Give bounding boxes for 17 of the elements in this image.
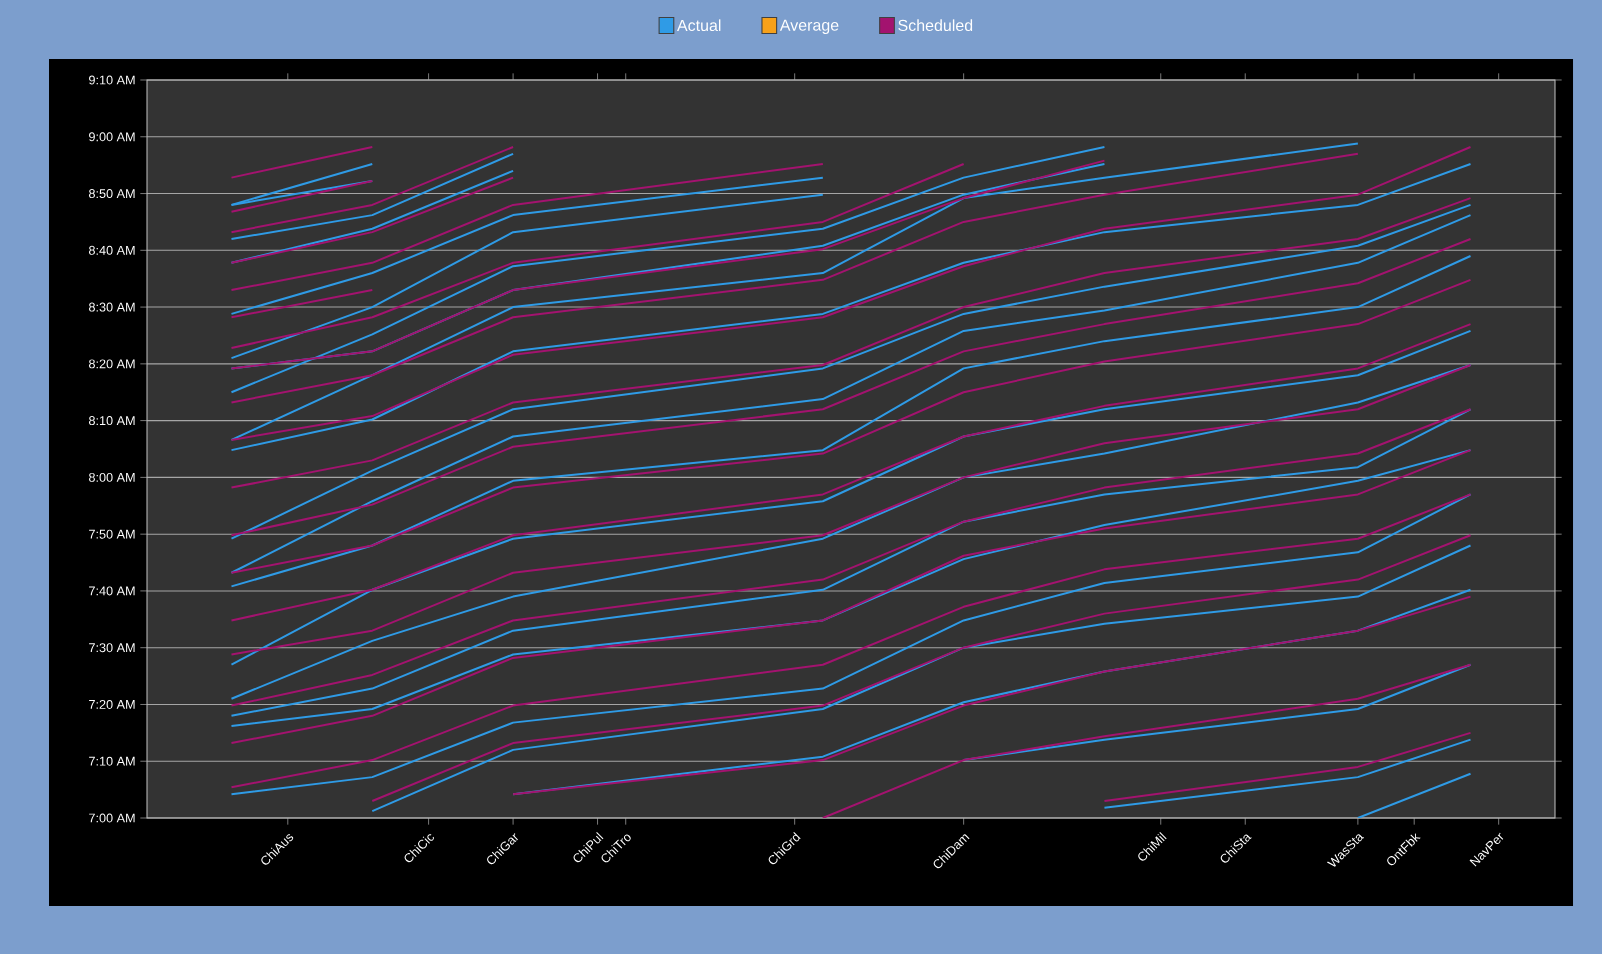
y-tick-label: 8:50 AM [89, 189, 135, 199]
y-tick-label: 7:20 AM [89, 699, 135, 709]
y-tick-label: 7:00 AM [89, 813, 135, 823]
legend-label: Actual [677, 19, 721, 32]
y-tick-label: 9:10 AM [89, 75, 135, 85]
y-tick-label: 9:00 AM [89, 132, 135, 142]
legend-label: Scheduled [898, 19, 973, 32]
y-tick-label: 8:30 AM [89, 302, 135, 312]
y-tick-label: 7:30 AM [89, 643, 135, 653]
legend-label: Average [779, 19, 839, 34]
y-tick-label: 7:50 AM [89, 529, 135, 539]
y-tick-label: 7:10 AM [89, 756, 135, 766]
y-tick-label: 8:20 AM [89, 359, 135, 369]
y-tick-label: 7:40 AM [89, 586, 135, 596]
y-tick-label: 8:40 AM [89, 245, 135, 255]
y-tick-label: 8:10 AM [89, 416, 135, 426]
y-tick-label: 8:00 AM [89, 472, 135, 482]
